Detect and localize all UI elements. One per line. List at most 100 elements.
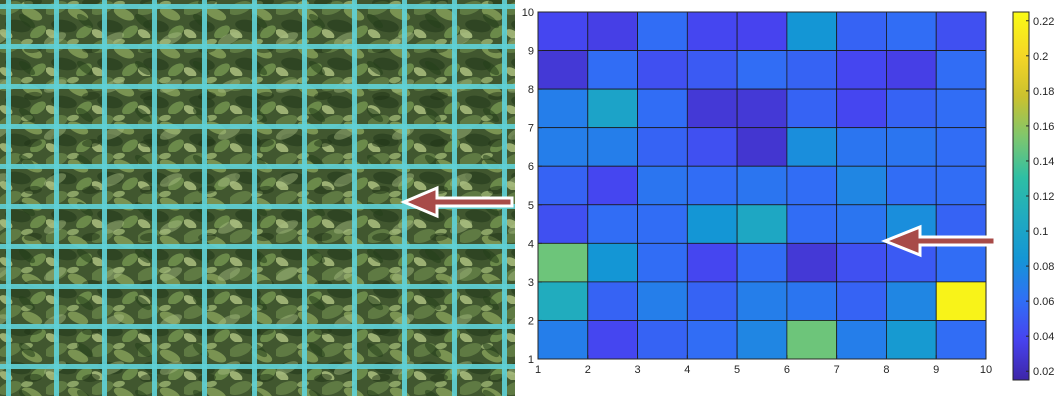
heatmap-cell	[935, 165, 987, 206]
photo-grid-overlay	[0, 0, 515, 396]
heatmap-cell	[537, 281, 589, 321]
heatmap-cell	[886, 11, 937, 51]
grid-line-v	[54, 0, 59, 396]
colorbar-tick-label: 0.12	[1033, 191, 1054, 203]
heatmap-cell	[836, 11, 887, 51]
grid-line-h	[0, 284, 515, 289]
grid-line-v	[152, 0, 157, 396]
heatmap-cell	[886, 127, 937, 167]
colorbar-tick-label: 0.16	[1033, 121, 1054, 133]
x-tick-label: 5	[734, 364, 740, 376]
heatmap-cell	[637, 11, 688, 51]
heatmap-cell	[537, 127, 589, 167]
heatmap-cell	[935, 50, 987, 90]
heatmap-cell	[935, 127, 987, 167]
heatmap-cell	[935, 242, 987, 283]
heatmap-cell	[686, 242, 738, 283]
x-tick-label: 1	[535, 364, 541, 376]
heatmap-cell	[637, 281, 688, 321]
heatmap-cell	[686, 281, 738, 321]
heatmap-cell	[587, 165, 638, 206]
y-tick-label: 10	[522, 7, 534, 19]
x-tick-label: 3	[634, 364, 640, 376]
heatmap-cell	[587, 281, 638, 321]
heatmap-cell	[736, 204, 788, 244]
grid-line-h	[0, 164, 515, 169]
y-tick-label: 1	[528, 354, 534, 366]
y-tick-label: 7	[528, 123, 534, 135]
heatmap-cell	[836, 50, 887, 90]
heatmap-cell	[886, 320, 937, 360]
heatmap-cell	[836, 320, 887, 360]
heatmap-cell	[836, 204, 887, 244]
heatmap-cell	[637, 320, 688, 360]
heatmap-cell	[537, 204, 589, 244]
heatmap-cell	[637, 165, 688, 206]
heatmap-cell	[537, 242, 589, 283]
heatmap-cell	[587, 320, 638, 360]
heatmap-cell	[836, 281, 887, 321]
heatmap-cell	[886, 165, 937, 206]
colorbar-ticks: 0.02 0.04 0.06 0.08 0.1 0.12 0.14 0.16 0.18 0.2 0.…	[1026, 16, 1054, 378]
heatmap-cell	[537, 88, 589, 129]
heatmap-cell	[686, 88, 738, 129]
grass-photo	[0, 0, 515, 396]
colorbar-tick-label: 0.22	[1033, 16, 1054, 28]
heatmap-cell	[736, 165, 788, 206]
heatmap-cell	[886, 281, 937, 321]
heatmap-cell	[637, 50, 688, 90]
heatmap-cell	[886, 88, 937, 129]
heatmap-cell	[686, 320, 738, 360]
heatmap-cell	[836, 127, 887, 167]
heatmap-cell	[637, 204, 688, 244]
heatmap-cell	[537, 320, 589, 360]
heatmap-cell	[736, 320, 788, 360]
heatmap-cell	[935, 281, 987, 321]
grid-line-v	[352, 0, 357, 396]
heatmap-cell	[537, 11, 589, 51]
x-tick-label: 4	[684, 364, 690, 376]
y-tick-label: 4	[528, 238, 534, 250]
y-tick-label: 6	[528, 161, 534, 173]
heatmap-cell	[587, 127, 638, 167]
grid-line-h	[0, 84, 515, 89]
grid-line-v	[6, 0, 11, 396]
photo-arrow	[400, 185, 514, 219]
heatmap-cell	[736, 50, 788, 90]
heatmap-cell	[935, 11, 987, 51]
heatmap-arrow	[880, 224, 997, 258]
heatmap-panel: 1 2 3 4 5 6 7 8 9 10 1 2 3 4 5 6 7 8 9 10 0.02 0.04 0.06 0.08…	[515, 0, 1062, 396]
colorbar-tick-label: 0.18	[1033, 86, 1054, 98]
x-tick-label: 7	[834, 364, 840, 376]
grid-line-h	[0, 204, 515, 209]
y-tick-label: 5	[528, 200, 534, 212]
heatmap-cell	[736, 281, 788, 321]
heatmap-cell	[537, 165, 589, 206]
heatmap-cell	[836, 88, 887, 129]
heatmap-cell	[786, 88, 838, 129]
grid-line-h	[0, 44, 515, 49]
heatmap-cell	[637, 242, 688, 283]
grid-line-v	[302, 0, 307, 396]
heatmap-cell	[587, 88, 638, 129]
colorbar-tick-label: 0.2	[1033, 51, 1048, 63]
heatmap-cell	[736, 127, 788, 167]
grid-line-v	[202, 0, 207, 396]
y-tick-label: 3	[528, 277, 534, 289]
heatmap-cell	[686, 127, 738, 167]
x-tick-label: 8	[883, 364, 889, 376]
grid-line-h	[0, 244, 515, 249]
heatmap-cell	[786, 242, 838, 283]
heatmap-cell	[786, 127, 838, 167]
heatmap-cell	[637, 127, 688, 167]
heatmap-cell	[786, 165, 838, 206]
heatmap-cell	[587, 50, 638, 90]
heatmap-cell	[935, 88, 987, 129]
heatmap-cell	[736, 88, 788, 129]
heatmap-cell	[886, 50, 937, 90]
x-tick-label: 6	[784, 364, 790, 376]
x-axis-ticks: 1 2 3 4 5 6 7 8 9 10	[535, 355, 992, 376]
grass-photo-panel	[0, 0, 515, 396]
colorbar-tick-label: 0.02	[1033, 366, 1054, 378]
colorbar-tick-label: 0.1	[1033, 226, 1048, 238]
